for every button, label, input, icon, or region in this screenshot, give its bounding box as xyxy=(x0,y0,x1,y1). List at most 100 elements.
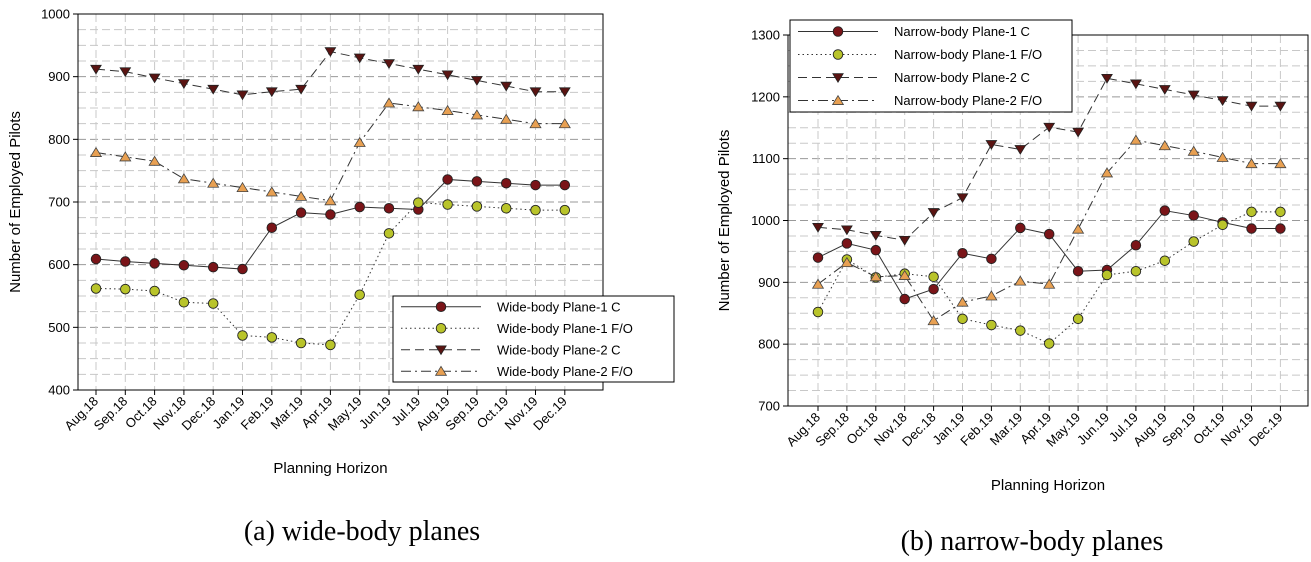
data-point xyxy=(985,140,998,150)
data-point xyxy=(119,151,132,162)
x-tick-label: Sep.19 xyxy=(442,394,482,434)
data-point xyxy=(1188,236,1199,247)
data-point xyxy=(840,225,853,236)
data-point xyxy=(1246,223,1257,234)
data-point xyxy=(295,84,308,95)
data-point xyxy=(90,64,102,75)
x-axis: Aug.18Sep.18Oct.18Nov.18Dec.18Jan.19Feb.… xyxy=(783,406,1286,450)
legend: Wide-body Plane-1 C Wide-body Plane-1 F/O… xyxy=(392,295,675,383)
data-point xyxy=(1246,206,1257,218)
y-tick-label: 600 xyxy=(48,257,70,272)
x-tick-label: Jun.19 xyxy=(1074,410,1112,448)
data-point xyxy=(1158,140,1171,151)
data-point xyxy=(1275,206,1286,218)
data-point xyxy=(383,203,395,214)
data-point xyxy=(812,223,824,233)
data-point xyxy=(840,256,854,267)
data-point xyxy=(500,177,512,189)
data-point xyxy=(1159,255,1171,266)
data-point xyxy=(1129,79,1142,90)
figure-caption: (b) narrow-body planes xyxy=(901,526,1164,557)
data-point xyxy=(324,47,337,58)
x-tick-label: Mar.19 xyxy=(987,410,1026,449)
legend-label: Narrow-body Plane-2 F/O xyxy=(894,93,1042,108)
data-point xyxy=(441,104,454,115)
data-point xyxy=(986,253,997,265)
legend-marker xyxy=(435,345,447,356)
data-point xyxy=(1275,223,1286,234)
data-point xyxy=(1216,151,1229,162)
y-tick-label: 1000 xyxy=(41,7,70,22)
data-point xyxy=(148,155,161,166)
data-point xyxy=(89,146,103,157)
data-point xyxy=(1130,239,1142,251)
legend-marker xyxy=(832,49,844,60)
legend-label: Narrow-body Plane-1 F/O xyxy=(894,47,1042,62)
data-point xyxy=(927,315,940,326)
data-point xyxy=(236,181,249,193)
data-point xyxy=(811,278,825,289)
data-point xyxy=(1072,127,1085,138)
data-point xyxy=(956,296,969,307)
data-point xyxy=(324,195,337,206)
data-point xyxy=(382,97,396,108)
data-point xyxy=(120,283,131,295)
data-point xyxy=(1072,313,1084,325)
data-point xyxy=(149,285,160,297)
data-point xyxy=(1043,278,1056,289)
y-tick-label: 400 xyxy=(48,383,70,398)
legend: Narrow-body Plane-1 C Narrow-body Plane-1… xyxy=(789,19,1073,113)
x-tick-label: Feb.19 xyxy=(238,394,277,433)
y-tick-label: 900 xyxy=(48,69,70,84)
data-point xyxy=(441,70,454,81)
data-point xyxy=(442,174,453,185)
y-tick-label: 800 xyxy=(758,337,780,352)
data-point xyxy=(529,118,542,129)
series-line xyxy=(817,139,1281,322)
y-tick-label: 700 xyxy=(48,195,70,210)
legend-marker xyxy=(832,26,844,37)
data-point xyxy=(1274,101,1287,112)
y-axis-title: Number of Employed Pilots xyxy=(716,130,733,312)
data-point xyxy=(177,79,190,90)
figure-caption: (a) wide-body planes xyxy=(244,516,480,547)
data-point xyxy=(207,261,219,273)
data-point xyxy=(558,118,571,129)
data-point xyxy=(295,207,307,218)
x-axis: Aug.18Sep.18Oct.18Nov.18Dec.18Jan.19Feb.… xyxy=(61,390,570,434)
data-point xyxy=(207,177,220,188)
data-point xyxy=(265,87,278,98)
data-point xyxy=(898,235,911,246)
data-point xyxy=(353,53,366,64)
data-point xyxy=(1071,223,1085,234)
data-point xyxy=(383,228,395,239)
y-axis: 400 500 600 700 800 900 1000 xyxy=(41,7,78,398)
y-axis-title: Number of Employed Pilots xyxy=(7,111,24,293)
data-point xyxy=(1129,134,1143,145)
data-point xyxy=(500,81,513,92)
data-point xyxy=(470,109,484,120)
data-point xyxy=(841,238,853,249)
data-point xyxy=(353,136,366,147)
data-point xyxy=(869,231,882,241)
x-axis-title: Planning Horizon xyxy=(273,460,387,477)
series-wide-body-plane-2-f-o xyxy=(89,97,571,206)
data-point xyxy=(927,208,940,218)
data-point xyxy=(149,258,160,269)
data-point xyxy=(266,222,278,233)
data-point xyxy=(869,271,882,282)
series-wide-body-plane-2-c xyxy=(90,47,571,101)
y-tick-label: 500 xyxy=(48,320,70,335)
data-point xyxy=(1014,275,1027,286)
data-point xyxy=(928,283,939,295)
data-point xyxy=(529,87,542,98)
data-point xyxy=(530,204,541,216)
data-point xyxy=(413,197,424,208)
data-point xyxy=(412,101,425,112)
data-point xyxy=(178,297,190,308)
data-point xyxy=(325,209,336,220)
series-narrow-body-plane-2-c xyxy=(812,73,1287,246)
data-point xyxy=(1015,325,1026,336)
data-point xyxy=(236,90,249,101)
data-point xyxy=(1159,205,1171,216)
